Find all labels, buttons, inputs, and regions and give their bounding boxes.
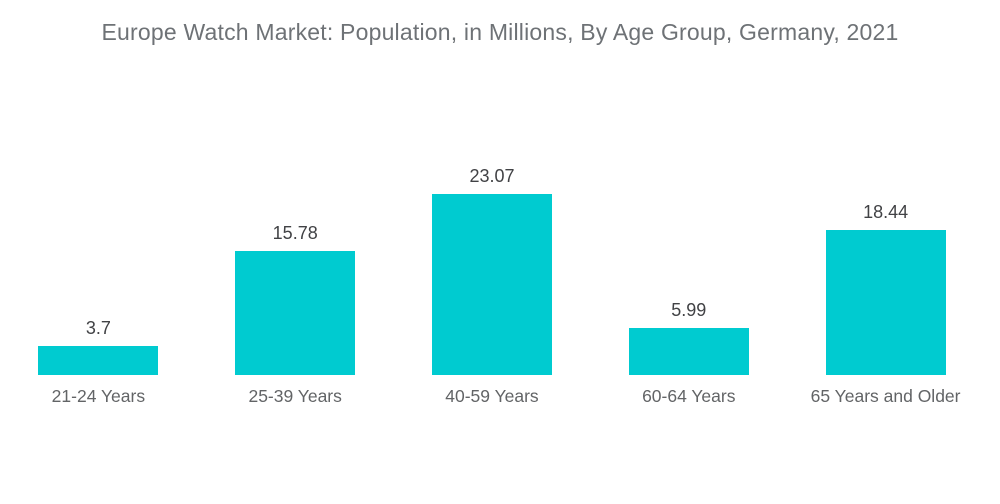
chart-column: 18.44 65 Years and Older — [787, 202, 984, 406]
category-label: 65 Years and Older — [810, 386, 961, 406]
bar — [38, 346, 159, 375]
chart-column: 3.7 21-24 Years — [0, 318, 197, 406]
chart-plot-area: 3.7 21-24 Years 15.78 25-39 Years 23.07 40-59… — [0, 166, 984, 406]
bar — [235, 251, 356, 375]
chart-title: Europe Watch Market: Population, in Mill… — [101, 19, 899, 45]
category-label: 25-39 Years — [248, 386, 342, 406]
category-label: 21-24 Years — [51, 386, 146, 406]
category-label: 60-64 Years — [642, 386, 736, 406]
chart-column: 15.78 25-39 Years — [197, 223, 394, 406]
bar-value-label: 5.99 — [671, 300, 707, 320]
chart-column: 23.07 40-59 Years — [394, 166, 591, 406]
bar — [628, 328, 749, 375]
bar — [825, 230, 946, 375]
chart-column: 5.99 60-64 Years — [590, 300, 787, 406]
category-label: 40-59 Years — [445, 386, 539, 406]
bar-value-label: 18.44 — [863, 202, 909, 223]
bar-value-label: 3.7 — [85, 318, 111, 338]
bar-value-label: 23.07 — [469, 166, 515, 186]
bar-value-label: 15.78 — [272, 223, 318, 244]
bar — [431, 194, 552, 375]
